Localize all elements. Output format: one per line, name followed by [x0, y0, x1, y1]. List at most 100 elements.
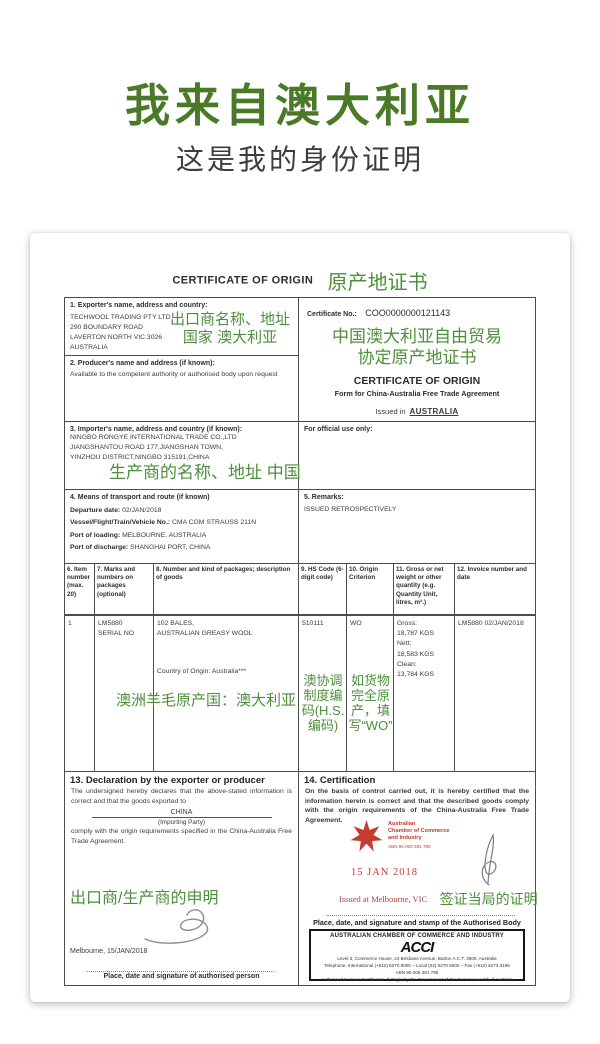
goods-table-row: 1 LM5880 SERIAL NO 102 BALES, AUSTRALIAN… [65, 616, 535, 771]
issued-in-row: Issued in AUSTRALIA [299, 407, 535, 416]
declaration-place-date: Melbourne, 15/JAN/2018 [70, 948, 148, 955]
transport-row: Vessel/Flight/Train/Vehicle No.: CMA CGM… [70, 519, 257, 526]
weight-line: Gross: 18,787 KGS [397, 620, 435, 638]
issued-at: Issued at Melbourne, VIC [339, 894, 428, 904]
weight-line: Clean: 13,784 KGS [397, 660, 435, 678]
box2-producer: 2. Producer's name and address (if known… [65, 356, 298, 421]
form-annotation-cn: 中国澳大利亚自由贸易 协定原产地证书 [332, 327, 502, 368]
declaration-paragraph-2: comply with the origin requirements spec… [71, 828, 292, 845]
remarks-text: ISSUED RETROSPECTIVELY [304, 506, 397, 513]
row-exporter-certno: 1. Exporter's name, address and country:… [65, 298, 535, 421]
page-header: 我来自澳大利亚 这是我的身份证明 [0, 0, 600, 181]
importer-address: NINGBO RONGYE INTERNATIONAL TRADE CO.,LT… [70, 433, 293, 464]
col-header-item: 6. Item number (max. 20) [65, 564, 95, 614]
exporter-signature [144, 909, 209, 944]
form-subtitle: Form for China-Australia Free Trade Agre… [334, 388, 500, 398]
importing-party-label: (Importing Party) [158, 819, 205, 827]
box5-label: 5. Remarks: [304, 494, 344, 501]
col-header-origin-criterion: 10. Origin Criterion [347, 564, 394, 614]
acci-abn: ABN 85 008 391 795 [395, 969, 439, 975]
declaration-footer: Place, date and signature of authorised … [103, 973, 260, 980]
left-column-top: 1. Exporter's name, address and country:… [65, 298, 299, 421]
importer-annotation: 生产商的名称、地址 中国 [109, 463, 301, 482]
acci-box: AUSTRALIAN CHAMBER OF COMMERCE AND INDUS… [309, 929, 525, 982]
certification-dotted-line [327, 915, 515, 916]
exporter-address: TECHWOOL TRADING PTY LTD 290 BOUNDARY RO… [70, 313, 293, 352]
exporter-line: 290 BOUNDARY ROAD [70, 323, 144, 331]
cell-item-number: 1 [65, 616, 95, 771]
exporter-line: LAVERTON NORTH VIC 3026 [70, 333, 163, 341]
goods-table-header: 6. Item number (max. 20) 7. Marks and nu… [65, 564, 535, 616]
box14-certification: 14. Certification On the basis of contro… [299, 772, 538, 985]
commonwealth-star-icon [350, 820, 383, 852]
certification-annotation: 签证当局的证明 [439, 891, 538, 907]
issued-at-row: Issued at Melbourne, VIC 签证当局的证明 [339, 889, 538, 909]
box3-importer: 3. Importer's name, address and country … [65, 422, 301, 489]
form-title: CERTIFICATE OF ORIGIN [353, 374, 481, 387]
acci-telephone: Telephone: International (+612) 6270 800… [324, 962, 510, 968]
col-header-invoice: 12. Invoice number and date [457, 566, 527, 582]
acci-address: Level 3, Commerce House, 24 Brisbane Ave… [337, 956, 497, 961]
country-of-origin-note: Country of Origin: Australia*** [157, 668, 247, 676]
transport-row: Port of loading: MELBOURNE, AUSTRALIA [70, 531, 207, 539]
box2-label: 2. Producer's name and address (if known… [70, 360, 215, 367]
transport-row: Departure date: 02/JAN/2018 [70, 506, 162, 514]
cell-packages: 102 BALES, AUSTRALIAN GREASY WOOL Countr… [116, 616, 299, 771]
cell-invoice: LM5880 02/JAN/2018 [458, 620, 524, 627]
issued-in-country: AUSTRALIA [409, 406, 459, 416]
cell-weight: Gross: 18,787 KGS Nett: 18,583 KGS Clean: 1… [394, 616, 455, 771]
col-header-packages: 8. Number and kind of packages; descript… [154, 564, 299, 614]
chamber-stamp-text: Australian Chamber of Commerce and Indus… [388, 821, 450, 849]
certificate-number-label: Certificate No.: [307, 311, 357, 318]
weight-line: Nett: 18,583 KGS [397, 640, 435, 658]
box-official-use: For official use only: [299, 422, 535, 489]
stamp-abn: ABN 85 008 391 795 [388, 843, 431, 849]
certification-footer: Place, date, and signature and stamp of … [313, 918, 521, 927]
certificate-title-row: CERTIFICATE OF ORIGIN 原产地证书 [30, 266, 570, 295]
row-importer-official: 3. Importer's name, address and country … [65, 421, 535, 489]
row-transport-remarks: 4. Means of transport and route (if know… [65, 489, 535, 563]
packages-annotation: 澳洲羊毛原产国：澳大利亚 [116, 692, 297, 709]
cell-hs-code: 510111 澳协调制度编码(H.S.编码) [299, 616, 347, 771]
acci-logo: ACCI [400, 939, 435, 956]
page-title: 我来自澳大利亚 [124, 80, 475, 131]
certificate-frame: 1. Exporter's name, address and country:… [64, 297, 538, 986]
box13-label: 13. Declaration by the exporter or produ… [70, 775, 265, 786]
importer-line: NINGBO RONGYE INTERNATIONAL TRADE CO.,LT… [70, 434, 237, 441]
page-subtitle: 这是我的身份证明 [175, 143, 424, 175]
authorised-body-signature [481, 833, 497, 886]
issued-in-label: Issued in [375, 406, 406, 416]
certno-form-cell: Certificate No.: COO0000000121143 中国澳大利亚… [299, 298, 535, 421]
col-header-weight: 11. Gross or net weight or other quantit… [394, 564, 455, 614]
declaration-paragraph-1: The undersigned hereby declares that the… [71, 788, 292, 805]
exporter-annotation: 出口商名称、地址 国家 澳大利亚 [169, 311, 290, 346]
box3-label: 3. Importer's name, address and country … [70, 426, 243, 433]
certificate-title: CERTIFICATE OF ORIGIN [172, 274, 314, 287]
row-declaration-certification: 13. Declaration by the exporter or produ… [65, 771, 538, 985]
box1-label: 1. Exporter's name, address and country: [70, 302, 208, 309]
declaration-annotation: 出口商/生产商的申明 [70, 890, 219, 907]
chamber-stamp: Australian Chamber of Commerce and Indus… [349, 819, 450, 854]
importer-line: YINZHOU DISTRICT,NINGBO 315191,CHINA [70, 454, 210, 462]
transport-row: Port of discharge: SHANGHAI PORT, CHINA [70, 544, 211, 551]
certificate-number-row: Certificate No.: COO0000000121143 [299, 298, 535, 321]
certificate-card: CERTIFICATE OF ORIGIN 原产地证书 1. Exporter'… [30, 233, 570, 1002]
cell-origin-criterion: WO 如货物完全原产，填写“WO” [347, 616, 394, 771]
col-header-hs-code: 9. HS Code (6-digit code) [299, 564, 347, 614]
box4-transport: 4. Means of transport and route (if know… [65, 490, 299, 563]
exporter-line: TECHWOOL TRADING PTY LTD [70, 314, 171, 321]
importer-line: JIANGSHANTOU ROAD 177,JIANGSHAN TOWN, [70, 444, 223, 452]
goods-table: 6. Item number (max. 20) 7. Marks and nu… [65, 563, 535, 771]
official-use-label: For official use only: [304, 426, 373, 433]
certificate-number: COO0000000121143 [365, 308, 451, 318]
box2-text: Available to the competent authority or … [70, 371, 278, 378]
declaration-dotted-line [87, 971, 274, 972]
stamp-date: 15 JAN 2018 [351, 867, 419, 878]
col-header-marks: 7. Marks and numbers on packages (option… [95, 564, 154, 614]
acci-header: AUSTRALIAN CHAMBER OF COMMERCE AND INDUS… [330, 933, 504, 939]
box13-declaration: 13. Declaration by the exporter or produ… [65, 772, 299, 985]
certification-paragraph: On the basis of control carried out, it … [305, 788, 529, 824]
origin-criterion-annotation: 如货物完全原产，填写“WO” [348, 673, 393, 733]
exporter-line: AUSTRALIA [70, 343, 108, 351]
